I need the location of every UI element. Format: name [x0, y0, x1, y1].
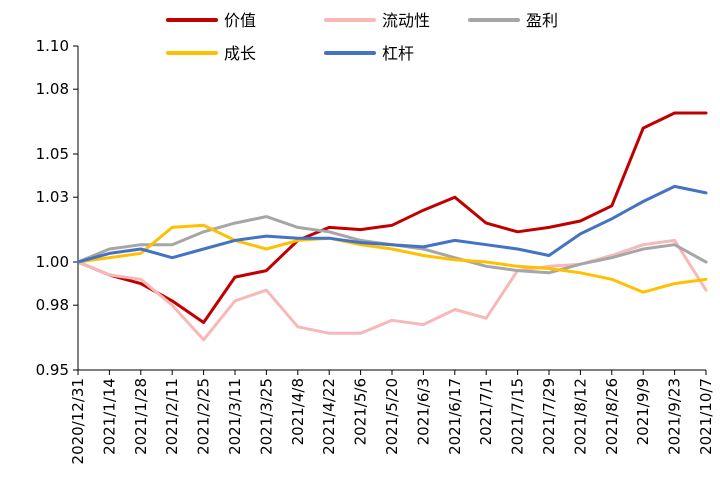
series-line-3: [76, 223, 708, 294]
legend-item-4: 杠杆: [324, 44, 414, 63]
x-tick-label: 2021/6/3: [414, 378, 432, 445]
legend-label: 流动性: [382, 11, 430, 30]
x-tick-label: 2020/12/31: [69, 378, 87, 464]
y-tick-label: 1.00: [36, 253, 69, 271]
series-line-1: [76, 238, 708, 342]
x-tick-label: 2021/9/9: [634, 378, 652, 445]
series-line-0: [76, 111, 708, 324]
x-tick-label: 2021/2/25: [195, 378, 213, 455]
y-tick-label: 1.10: [36, 37, 69, 55]
legend-item-1: 流动性: [324, 11, 430, 30]
legend-label: 盈利: [526, 11, 558, 30]
legend-item-0: 价值: [166, 11, 256, 30]
y-axis: 0.95 0.98 1.00 1.03 1.05 1.08 1.10: [36, 37, 79, 379]
series-line-4: [76, 184, 708, 264]
legend-label: 成长: [224, 44, 256, 63]
legend-item-2: 盈利: [468, 11, 558, 30]
x-tick-label: 2021/8/26: [603, 378, 621, 455]
x-tick-label: 2021/9/23: [666, 378, 684, 455]
x-tick-label: 2021/1/28: [132, 378, 150, 455]
y-tick-label: 1.08: [36, 80, 69, 98]
legend-item-3: 成长: [166, 44, 256, 63]
x-tick-label: 2021/4/8: [289, 378, 307, 445]
x-tick-label: 2021/1/14: [100, 378, 118, 455]
x-tick-label: 2021/5/6: [352, 378, 370, 445]
x-tick-label: 2021/3/11: [226, 378, 244, 455]
y-tick-label: 0.98: [36, 296, 69, 314]
x-tick-label: 2021/3/25: [257, 378, 275, 455]
legend-label: 杠杆: [382, 44, 414, 63]
x-tick-label: 2021/7/15: [509, 378, 527, 455]
x-tick-label: 2021/8/12: [571, 378, 589, 455]
y-tick-label: 1.03: [36, 188, 69, 206]
y-tick-label: 1.05: [36, 145, 69, 163]
plot-area: [76, 111, 708, 342]
x-tick-label: 2021/2/11: [163, 378, 181, 455]
x-tick-label: 2021/4/22: [320, 378, 338, 455]
x-axis: 2020/12/31 2021/1/14 2021/1/28 2021/2/11 202…: [69, 369, 715, 464]
x-tick-label: 2021/7/1: [477, 378, 495, 445]
legend-label: 价值: [224, 11, 256, 30]
y-tick-label: 0.95: [36, 361, 69, 379]
x-tick-label: 2021/6/17: [446, 378, 464, 455]
x-tick-label: 2021/7/29: [540, 378, 558, 455]
x-tick-label: 2021/5/20: [383, 378, 401, 455]
x-tick-label: 2021/10/7: [697, 378, 715, 455]
